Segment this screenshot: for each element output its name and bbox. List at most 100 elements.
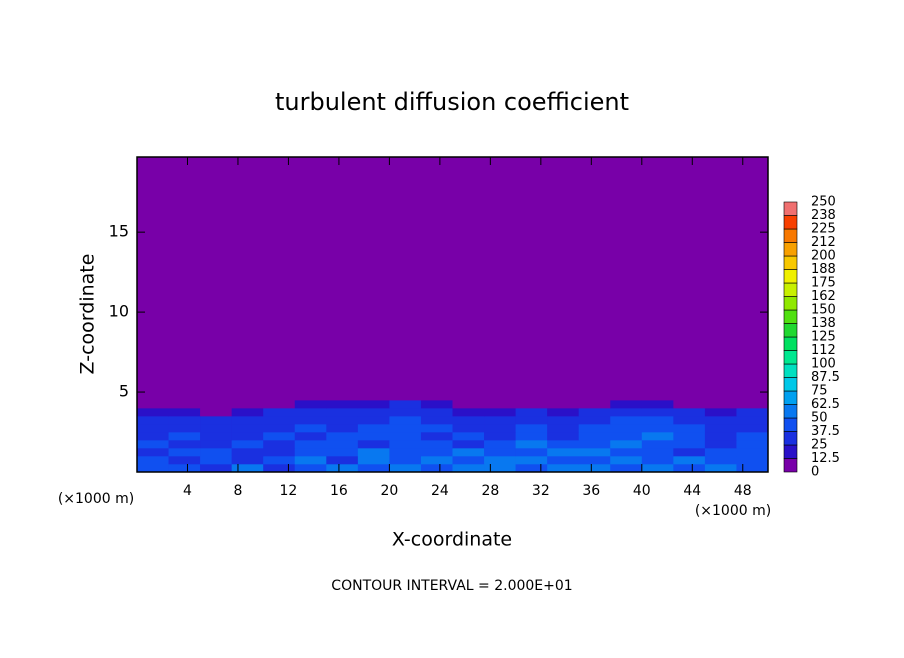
- field-cell: [168, 440, 201, 449]
- field-cell: [547, 448, 579, 457]
- field-cell: [200, 448, 232, 457]
- field-cell: [200, 416, 232, 425]
- x-tick-label: 4: [183, 483, 192, 499]
- field-cell: [547, 432, 579, 441]
- field-cell: [326, 408, 359, 417]
- field-cell: [168, 408, 201, 417]
- x-tick-label: 28: [481, 483, 499, 499]
- field-cell: [736, 416, 769, 425]
- field-cell: [263, 456, 296, 465]
- colorbar-label: 238: [811, 208, 836, 223]
- field-cell: [326, 440, 359, 449]
- field-cell: [515, 432, 548, 441]
- field-cell: [452, 392, 485, 401]
- field-cell: [231, 432, 264, 441]
- field-cell: [231, 464, 264, 473]
- field-cell: [294, 424, 327, 433]
- field-cell: [704, 400, 737, 409]
- field-cell: [326, 464, 359, 473]
- field-cell: [326, 424, 359, 433]
- field-cell: [704, 432, 737, 441]
- field-cell: [389, 432, 422, 441]
- field-cell: [137, 416, 169, 425]
- field-cell: [484, 400, 516, 409]
- field-cell: [515, 400, 548, 409]
- field-cell: [547, 408, 579, 417]
- field-cell: [547, 456, 579, 465]
- field-cell: [357, 432, 390, 441]
- colorbar-segment: [783, 323, 798, 338]
- colorbar-segment: [783, 377, 798, 392]
- field-cell: [200, 432, 232, 441]
- colorbar-segment: [783, 215, 798, 230]
- x-tick-label: 8: [233, 483, 242, 499]
- field-cell: [578, 424, 611, 433]
- colorbar-label: 225: [811, 222, 836, 237]
- field-cell: [263, 416, 296, 425]
- field-cell: [357, 456, 390, 465]
- field-cell: [137, 392, 169, 401]
- field-cell: [294, 400, 327, 409]
- field-cell: [452, 448, 485, 457]
- field-cell: [704, 408, 737, 417]
- field-cell: [641, 416, 674, 425]
- field-cell: [641, 408, 674, 417]
- field-cell: [137, 456, 169, 465]
- field-cell: [736, 432, 769, 441]
- field-cell: [641, 424, 674, 433]
- chart-title: turbulent diffusion coefficient: [275, 88, 629, 116]
- field-cell: [641, 392, 674, 401]
- field-cell: [168, 424, 201, 433]
- colorbar-segment: [783, 390, 798, 405]
- colorbar-segment: [783, 458, 798, 473]
- field-cell: [452, 424, 485, 433]
- colorbar-label: 100: [811, 357, 836, 372]
- x-axis-label: X-coordinate: [392, 529, 512, 551]
- field-cell: [673, 432, 706, 441]
- field-cell: [326, 400, 359, 409]
- x-tick-label: 12: [280, 483, 298, 499]
- field-cell: [294, 408, 327, 417]
- field-cell: [389, 408, 422, 417]
- field-cell: [704, 464, 737, 473]
- field-cell: [294, 464, 327, 473]
- field-cell: [294, 448, 327, 457]
- field-cell: [231, 456, 264, 465]
- colorbar-label: 200: [811, 249, 836, 264]
- field-cell: [168, 392, 201, 401]
- field-cell: [610, 400, 643, 409]
- field-cell: [200, 392, 232, 401]
- field-cell: [389, 440, 422, 449]
- field-cell: [547, 400, 579, 409]
- field-cell: [200, 408, 232, 417]
- field-cell: [137, 432, 169, 441]
- x-tick-label: 48: [734, 483, 752, 499]
- field-cell: [420, 416, 453, 425]
- field-cell: [357, 440, 390, 449]
- field-cell: [736, 464, 769, 473]
- field-cell: [231, 424, 264, 433]
- field-cell: [420, 440, 453, 449]
- field-cell: [263, 432, 296, 441]
- field-cell: [452, 432, 485, 441]
- colorbar-label: 188: [811, 262, 836, 277]
- field-cell: [736, 408, 769, 417]
- field-cell: [736, 424, 769, 433]
- field-cell: [515, 424, 548, 433]
- field-cell: [137, 424, 169, 433]
- field-cell: [578, 408, 611, 417]
- colorbar-segment: [783, 336, 798, 351]
- field-cell: [484, 456, 516, 465]
- field-cell: [231, 448, 264, 457]
- field-cell: [610, 416, 643, 425]
- field-cell: [736, 456, 769, 465]
- colorbar-segment: [783, 350, 798, 365]
- field-cell: [137, 440, 169, 449]
- field-cell: [168, 400, 201, 409]
- colorbar-segment: [783, 444, 798, 459]
- colorbar-segment: [783, 255, 798, 270]
- field-cell: [547, 440, 579, 449]
- field-cell: [231, 416, 264, 425]
- field-cell: [547, 424, 579, 433]
